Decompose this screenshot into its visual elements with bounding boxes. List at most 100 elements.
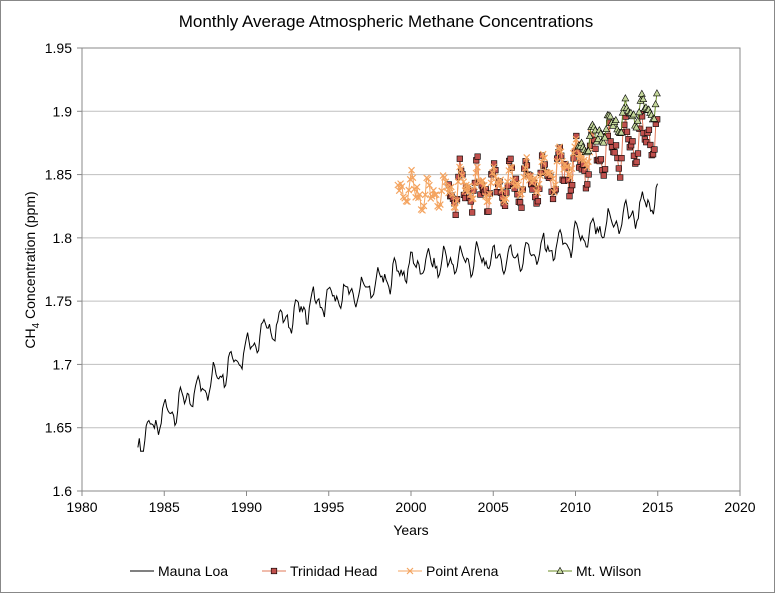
data-point [535, 180, 543, 188]
x-tick-label: 2010 [560, 499, 591, 515]
data-point [634, 150, 642, 157]
data-point [569, 181, 576, 189]
data-point [557, 148, 565, 156]
data-point [552, 181, 559, 189]
data-point [623, 128, 631, 135]
data-point [504, 178, 511, 186]
data-point [482, 192, 489, 200]
data-point [536, 172, 544, 179]
data-point [568, 165, 576, 173]
data-point [647, 141, 654, 149]
data-point [441, 173, 448, 181]
data-point [607, 138, 614, 145]
data-point [425, 181, 433, 189]
data-point [534, 198, 542, 205]
legend-marker [270, 567, 278, 575]
legend-marker [556, 566, 564, 574]
data-point [618, 155, 625, 162]
data-point [467, 191, 474, 198]
y-tick-label: 1.7 [53, 356, 73, 372]
x-axis-label: Years [393, 522, 428, 538]
data-point [485, 208, 492, 215]
data-point [565, 170, 573, 178]
series-line [137, 183, 658, 452]
data-point [498, 186, 506, 194]
data-point [519, 185, 527, 193]
data-point [490, 163, 498, 171]
data-point [409, 174, 417, 182]
data-point [567, 174, 574, 182]
data-point [458, 172, 466, 180]
data-point [618, 108, 627, 116]
data-point [521, 164, 529, 172]
data-point [637, 89, 646, 97]
data-point [413, 183, 421, 191]
data-point [501, 198, 509, 206]
data-point [517, 199, 524, 206]
legend-label: Trinidad Head [290, 563, 377, 579]
data-point [585, 131, 594, 139]
data-point [491, 173, 499, 181]
legend-item: Trinidad Head [262, 563, 377, 579]
data-point [451, 204, 459, 212]
data-point [487, 179, 495, 187]
data-point [645, 126, 653, 133]
data-point [569, 149, 577, 157]
y-tick-label: 1.6 [53, 483, 73, 499]
data-point [567, 187, 574, 194]
data-point [420, 202, 428, 210]
x-tick-label: 1990 [231, 499, 262, 515]
data-point [486, 190, 494, 198]
data-point [600, 172, 607, 179]
legend-label: Mauna Loa [158, 563, 228, 579]
data-point [612, 142, 620, 149]
legend-item: Mt. Wilson [548, 563, 641, 579]
data-point [651, 100, 660, 108]
y-axis-label-prefix: CH [22, 328, 38, 348]
data-point [621, 94, 630, 102]
data-point [580, 156, 588, 164]
data-point [431, 191, 439, 199]
y-axis-label: CH4 Concentration (ppm) [22, 191, 42, 348]
x-tick-label: 1985 [149, 499, 180, 515]
y-axis-label-suffix: Concentration (ppm) [22, 191, 38, 323]
y-tick-label: 1.75 [45, 293, 72, 309]
data-point [611, 115, 620, 124]
data-point [405, 186, 413, 194]
data-point [564, 162, 572, 170]
data-point [502, 195, 510, 202]
x-tick-label: 2005 [478, 499, 509, 515]
y-axis-ticks: 1.6 1.65 1.7 1.75 1.8 1.85 1.9 1.95 [45, 40, 82, 499]
data-point [597, 156, 605, 163]
data-point [549, 195, 557, 203]
data-point [629, 138, 636, 145]
legend-label: Point Arena [426, 563, 499, 579]
data-point [592, 145, 599, 152]
legend-marker [406, 567, 414, 575]
data-point [543, 169, 551, 177]
data-point [541, 154, 548, 162]
y-axis-label-subscript: 4 [31, 322, 42, 328]
data-point [600, 133, 609, 141]
data-point [506, 163, 514, 171]
data-point [508, 164, 516, 172]
data-point [480, 181, 488, 189]
series-trinidad-head [445, 110, 661, 219]
data-point [651, 146, 658, 153]
series-mt-wilson [574, 89, 661, 156]
data-point [538, 158, 546, 166]
data-point [469, 195, 477, 203]
y-tick-label: 1.8 [53, 230, 73, 246]
data-point [584, 158, 592, 166]
data-point [453, 197, 461, 205]
data-point [584, 146, 593, 154]
data-point [430, 187, 437, 194]
data-point [442, 178, 450, 186]
data-point [566, 193, 573, 200]
data-point [436, 201, 444, 209]
data-point [457, 165, 465, 173]
data-point [635, 107, 644, 116]
y-tick-label: 1.95 [45, 40, 72, 56]
data-point [602, 124, 611, 133]
